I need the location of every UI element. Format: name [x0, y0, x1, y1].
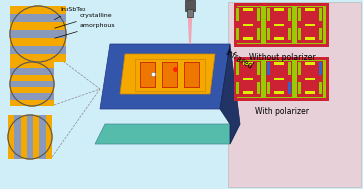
Bar: [274, 24, 284, 26]
Bar: [288, 28, 291, 40]
Bar: [305, 77, 315, 81]
Text: Infrared: Infrared: [223, 47, 254, 70]
Bar: [319, 9, 322, 21]
Bar: [10, 93, 54, 100]
Bar: [274, 77, 284, 81]
Bar: [244, 24, 253, 26]
Bar: [10, 30, 66, 38]
Bar: [8, 115, 14, 159]
Bar: [257, 62, 260, 75]
Bar: [244, 77, 253, 81]
Text: amorphous: amorphous: [55, 23, 116, 38]
Bar: [266, 7, 292, 43]
FancyBboxPatch shape: [234, 57, 329, 101]
Bar: [288, 82, 291, 94]
Bar: [140, 62, 156, 88]
Bar: [298, 9, 301, 21]
Bar: [46, 115, 52, 159]
Bar: [288, 9, 291, 21]
Bar: [267, 82, 270, 94]
Bar: [244, 91, 253, 94]
Bar: [10, 14, 66, 22]
Bar: [319, 62, 322, 75]
Bar: [244, 62, 253, 65]
Bar: [305, 91, 315, 94]
FancyBboxPatch shape: [237, 6, 326, 44]
Bar: [14, 115, 21, 159]
Bar: [10, 46, 66, 54]
Bar: [266, 61, 292, 97]
Bar: [235, 61, 261, 97]
Polygon shape: [100, 44, 230, 109]
Bar: [27, 115, 33, 159]
Bar: [298, 28, 301, 40]
Bar: [305, 9, 315, 11]
Bar: [235, 7, 261, 43]
FancyBboxPatch shape: [234, 3, 329, 47]
Polygon shape: [120, 54, 215, 94]
Bar: [236, 62, 239, 75]
Bar: [305, 62, 315, 65]
Text: crystalline: crystalline: [55, 13, 113, 28]
Bar: [21, 115, 27, 159]
Bar: [298, 62, 301, 75]
Circle shape: [10, 62, 54, 106]
Bar: [10, 68, 54, 75]
Polygon shape: [220, 44, 240, 144]
Bar: [297, 61, 323, 97]
Bar: [236, 82, 239, 94]
Text: With polarizer: With polarizer: [255, 107, 309, 116]
Bar: [187, 9, 193, 17]
Circle shape: [8, 115, 52, 159]
Text: In₃SbTe₂: In₃SbTe₂: [54, 7, 86, 20]
Bar: [297, 7, 323, 43]
Bar: [33, 115, 40, 159]
Bar: [305, 37, 315, 40]
Bar: [10, 100, 54, 106]
Bar: [257, 82, 260, 94]
Bar: [305, 24, 315, 26]
FancyBboxPatch shape: [237, 60, 326, 98]
Bar: [10, 54, 66, 62]
Polygon shape: [95, 124, 240, 144]
Bar: [244, 9, 253, 11]
Bar: [267, 28, 270, 40]
Bar: [162, 62, 178, 88]
Bar: [274, 9, 284, 11]
Bar: [274, 37, 284, 40]
Bar: [319, 82, 322, 94]
Bar: [163, 63, 177, 87]
Bar: [236, 28, 239, 40]
Bar: [184, 62, 200, 88]
Bar: [185, 0, 195, 11]
Bar: [236, 9, 239, 21]
Bar: [10, 6, 66, 14]
Bar: [10, 87, 54, 93]
Bar: [267, 9, 270, 21]
Circle shape: [10, 6, 66, 62]
Bar: [298, 82, 301, 94]
Bar: [10, 38, 66, 46]
Bar: [288, 62, 291, 75]
Bar: [10, 62, 54, 68]
Bar: [10, 22, 66, 30]
Bar: [244, 37, 253, 40]
Bar: [185, 63, 199, 87]
Bar: [141, 63, 155, 87]
Bar: [135, 59, 205, 91]
Bar: [10, 75, 54, 81]
Bar: [40, 115, 46, 159]
Bar: [274, 62, 284, 65]
Bar: [10, 81, 54, 87]
Bar: [274, 91, 284, 94]
Bar: [319, 28, 322, 40]
Text: Without polarizer: Without polarizer: [249, 53, 315, 62]
FancyBboxPatch shape: [228, 2, 361, 187]
Bar: [257, 28, 260, 40]
Bar: [267, 62, 270, 75]
Bar: [257, 9, 260, 21]
Polygon shape: [187, 0, 193, 44]
